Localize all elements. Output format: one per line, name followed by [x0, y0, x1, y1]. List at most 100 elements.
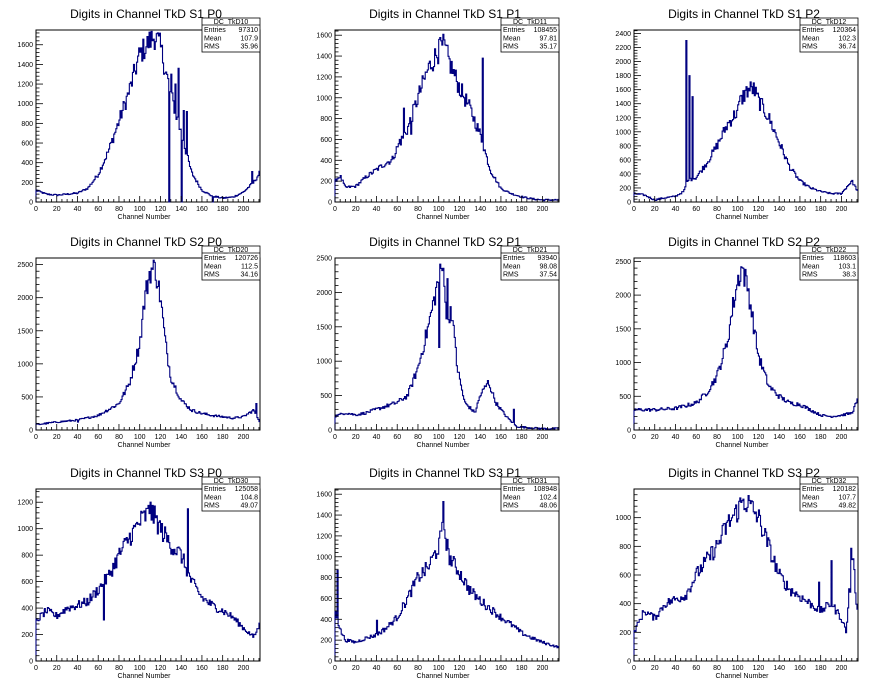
stats-value: 120726: [235, 255, 258, 262]
stats-label: Mean: [802, 35, 820, 42]
stats-value: 35.96: [240, 44, 258, 51]
stats-label: Mean: [503, 494, 521, 501]
y-tick-label: 500: [619, 394, 631, 401]
y-tick-label: 1400: [17, 62, 33, 69]
panel-2: Digits in Channel TkD S1 P20200400600800…: [615, 7, 859, 221]
x-tick-label: 80: [713, 434, 721, 441]
y-tick-label: 800: [320, 116, 332, 123]
stats-value: 125058: [235, 486, 258, 493]
stats-label: Entries: [204, 486, 226, 493]
stats-value: 49.07: [240, 503, 258, 510]
y-tick-label: 0: [627, 200, 631, 207]
x-tick-label: 60: [393, 206, 401, 213]
stats-label: RMS: [802, 44, 818, 51]
plot-frame: [334, 257, 560, 431]
y-tick-label: 2000: [17, 295, 33, 302]
stats-value: 102.4: [539, 494, 557, 501]
x-tick-label: 0: [632, 206, 636, 213]
x-tick-label: 200: [537, 665, 549, 672]
histogram-line: [35, 501, 260, 661]
histogram-line: [334, 33, 559, 202]
x-tick-label: 60: [94, 206, 102, 213]
x-tick-label: 160: [794, 434, 806, 441]
x-tick-label: 140: [474, 206, 486, 213]
y-tick-label: 1200: [17, 82, 33, 89]
x-tick-label: 100: [433, 665, 445, 672]
y-tick-label: 0: [328, 428, 332, 435]
x-tick-label: 140: [474, 434, 486, 441]
x-tick-label: 0: [333, 206, 337, 213]
stats-value: 35.17: [539, 44, 557, 51]
x-tick-label: 20: [651, 206, 659, 213]
stats-label: Mean: [802, 494, 820, 501]
y-tick-label: 0: [29, 659, 33, 666]
y-tick-label: 1000: [17, 526, 33, 533]
y-tick-label: 1000: [615, 360, 631, 367]
x-tick-label: 180: [815, 665, 827, 672]
plot-frame: [633, 257, 859, 431]
x-tick-label: 40: [373, 206, 381, 213]
stats-label: RMS: [503, 272, 519, 279]
histogram-line: [35, 30, 260, 203]
y-tick-label: 600: [320, 137, 332, 144]
x-tick-label: 200: [238, 206, 250, 213]
y-tick-label: 0: [328, 200, 332, 207]
stats-value: 104.8: [240, 494, 258, 501]
stats-name: DC_TkD11: [513, 19, 547, 26]
x-tick-label: 80: [115, 665, 123, 672]
stats-value: 118603: [833, 255, 856, 262]
stats-label: RMS: [204, 503, 220, 510]
x-tick-label: 120: [454, 434, 466, 441]
stats-value: 108455: [534, 27, 557, 34]
x-tick-label: 60: [393, 434, 401, 441]
stats-value: 112.5: [241, 263, 258, 270]
stats-name: DC_TkD10: [214, 19, 249, 26]
x-tick-label: 20: [352, 206, 360, 213]
x-tick-label: 180: [815, 434, 827, 441]
x-tick-label: 140: [175, 434, 187, 441]
y-tick-label: 1000: [316, 359, 332, 366]
x-tick-label: 60: [692, 206, 700, 213]
x-tick-label: 100: [433, 206, 445, 213]
stats-label: Entries: [802, 486, 824, 493]
stats-value: 107.9: [240, 35, 258, 42]
x-tick-label: 80: [414, 206, 422, 213]
y-tick-label: 400: [619, 171, 631, 178]
x-tick-label: 200: [537, 206, 549, 213]
x-tick-label: 140: [773, 206, 785, 213]
y-tick-label: 1800: [615, 73, 631, 80]
stats-value: 37.54: [539, 272, 557, 279]
y-tick-label: 1000: [17, 361, 33, 368]
x-tick-label: 100: [732, 434, 744, 441]
panel-title: Digits in Channel TkD S3 P1: [369, 466, 521, 480]
x-tick-label: 40: [74, 434, 82, 441]
y-tick-label: 800: [619, 544, 631, 551]
x-axis-label: Channel Number: [716, 673, 770, 680]
x-tick-label: 0: [632, 434, 636, 441]
histogram-line: [633, 495, 858, 661]
histogram-line: [633, 39, 858, 202]
x-tick-label: 100: [134, 434, 146, 441]
x-tick-label: 0: [333, 434, 337, 441]
y-tick-label: 1200: [17, 500, 33, 507]
x-tick-label: 0: [333, 665, 337, 672]
y-tick-label: 1600: [316, 33, 332, 40]
y-tick-label: 800: [21, 121, 33, 128]
y-tick-label: 0: [627, 428, 631, 435]
x-tick-label: 120: [753, 206, 765, 213]
stats-label: RMS: [204, 44, 220, 51]
y-tick-label: 800: [619, 143, 631, 150]
x-axis-label: Channel Number: [118, 442, 172, 449]
panel-1: Digits in Channel TkD S1 P10200400600800…: [316, 7, 560, 221]
x-tick-label: 200: [836, 206, 848, 213]
y-tick-label: 500: [320, 393, 332, 400]
y-tick-label: 600: [320, 596, 332, 603]
x-tick-label: 40: [74, 665, 82, 672]
panel-title: Digits in Channel TkD S3 P0: [70, 466, 222, 480]
y-tick-label: 600: [21, 579, 33, 586]
x-tick-label: 100: [134, 206, 146, 213]
